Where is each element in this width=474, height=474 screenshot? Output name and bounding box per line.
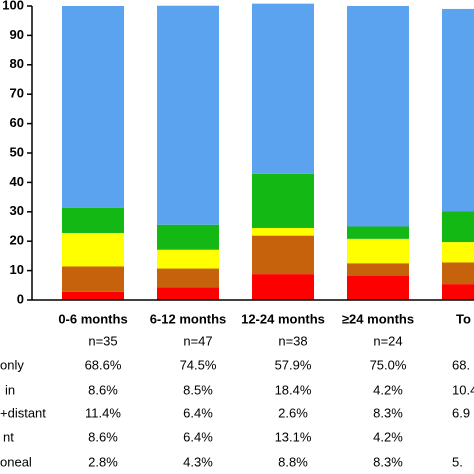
table-cell: 8.3% bbox=[373, 405, 403, 420]
table-cell: 5. bbox=[452, 454, 463, 469]
bar-segment bbox=[347, 226, 409, 239]
table-cell: 68. bbox=[452, 357, 470, 372]
table-cell: 2.8% bbox=[88, 454, 118, 469]
bar-segment bbox=[62, 207, 124, 233]
table-cell: 6.4% bbox=[183, 429, 213, 444]
bar-segment bbox=[62, 266, 124, 292]
y-tick-label: 50 bbox=[10, 144, 24, 159]
y-tick-label: 70 bbox=[10, 86, 24, 101]
bar-segment bbox=[252, 227, 314, 236]
bar-segment bbox=[62, 291, 124, 300]
y-tick-label: 60 bbox=[10, 115, 24, 130]
table-cell: 75.0% bbox=[370, 357, 407, 372]
x-tick-label: 6-12 months bbox=[150, 311, 227, 326]
table-cell: 11.4% bbox=[85, 405, 121, 420]
n-label: n=35 bbox=[88, 333, 117, 348]
table-cell: 68.6% bbox=[85, 357, 122, 372]
table-cell: 8.8% bbox=[278, 454, 308, 469]
table-cell: 18.4% bbox=[275, 382, 312, 397]
table-cell: 8.5% bbox=[183, 382, 213, 397]
bar-segment bbox=[62, 232, 124, 267]
table-cell: 13.1% bbox=[275, 429, 312, 444]
bar-segment bbox=[252, 3, 314, 174]
y-tick-label: 10 bbox=[10, 262, 24, 277]
bar-segment bbox=[347, 263, 409, 276]
bar-segment bbox=[442, 262, 474, 285]
bar-segment bbox=[62, 6, 124, 208]
row-label: nt bbox=[3, 429, 14, 444]
y-tick-label: 40 bbox=[10, 174, 24, 189]
table-cell: 8.6% bbox=[88, 429, 118, 444]
bar-segment bbox=[157, 224, 219, 250]
x-tick-label: 12-24 months bbox=[241, 311, 325, 326]
y-tick-label: 0 bbox=[17, 291, 24, 306]
table-cell: 4.2% bbox=[373, 382, 403, 397]
y-tick-label: 20 bbox=[10, 233, 24, 248]
x-tick-label: 0-6 months bbox=[58, 311, 127, 326]
bar-segment bbox=[442, 8, 474, 212]
bar-segment bbox=[442, 211, 474, 243]
bar-segment bbox=[252, 173, 314, 228]
row-label: only bbox=[0, 357, 24, 372]
table-cell: 2.6% bbox=[278, 405, 308, 420]
bar-segment bbox=[157, 5, 219, 225]
table-cell: 6.9 bbox=[452, 405, 470, 420]
bar-segment bbox=[252, 235, 314, 275]
y-tick-label: 90 bbox=[10, 27, 24, 42]
bar-segment bbox=[347, 238, 409, 264]
n-label: n=38 bbox=[278, 333, 307, 348]
bar-segment bbox=[157, 287, 219, 300]
bar-segment bbox=[252, 274, 314, 300]
table-cell: 4.2% bbox=[373, 429, 403, 444]
table-cell: 8.3% bbox=[373, 454, 403, 469]
n-label: n=47 bbox=[183, 333, 212, 348]
table-cell: 10.4 bbox=[452, 382, 474, 397]
bar-segment bbox=[442, 284, 474, 300]
bar-segment bbox=[347, 275, 409, 300]
table-cell: 74.5% bbox=[180, 357, 217, 372]
table-cell: 8.6% bbox=[88, 382, 118, 397]
table-cell: 4.3% bbox=[183, 454, 213, 469]
bar-segment bbox=[157, 249, 219, 269]
row-label: +distant bbox=[0, 405, 46, 420]
x-tick-label: To bbox=[456, 311, 471, 326]
y-tick-label: 30 bbox=[10, 203, 24, 218]
table-cell: 6.4% bbox=[183, 405, 213, 420]
n-label: n=24 bbox=[373, 333, 402, 348]
table-cell: 57.9% bbox=[275, 357, 312, 372]
y-tick-label: 100 bbox=[2, 0, 24, 12]
y-tick-label: 80 bbox=[10, 56, 24, 71]
x-tick-label: ≥24 months bbox=[342, 311, 414, 326]
bar-segment bbox=[157, 268, 219, 288]
row-label: in bbox=[5, 382, 15, 397]
row-label: oneal bbox=[0, 454, 32, 469]
bar-segment bbox=[442, 242, 474, 263]
bar-segment bbox=[347, 6, 409, 227]
